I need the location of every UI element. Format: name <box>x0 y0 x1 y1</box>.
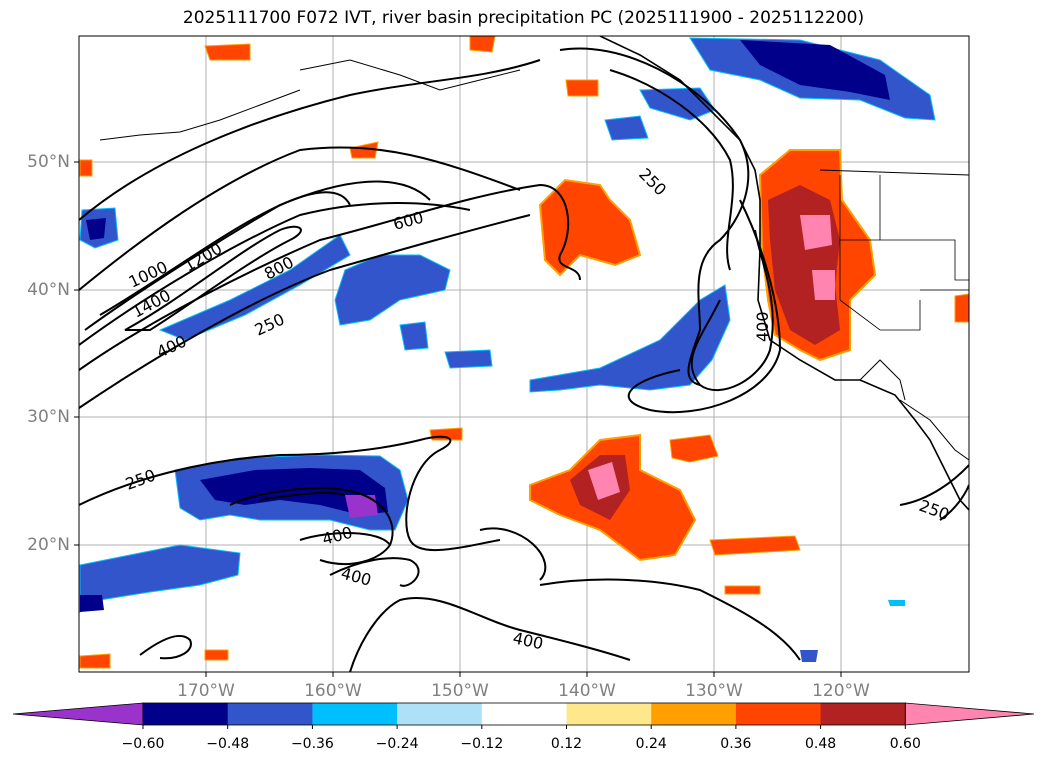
colorbar <box>12 702 1035 729</box>
map-title: 2025111700 F072 IVT, river basin precipi… <box>182 8 865 28</box>
map-border <box>78 35 970 673</box>
colorbar-extend-min <box>12 702 144 726</box>
state-borders <box>839 175 969 331</box>
lon-label: 160°W <box>304 681 362 701</box>
colorbar-tick-label: 0.24 <box>635 736 667 752</box>
colorbar-tick-label: −0.48 <box>206 736 250 752</box>
colorbar-tick-label: −0.12 <box>460 736 504 752</box>
central-pacific-negative-streak <box>158 234 351 341</box>
colorbar-segment <box>312 703 398 725</box>
colorbar-tick-label: −0.60 <box>121 736 165 752</box>
colorbar-segment <box>820 703 906 725</box>
lon-label: 120°W <box>812 681 870 701</box>
colorbar-tick-label: 0.12 <box>550 736 583 752</box>
colorbar-segment <box>566 703 652 725</box>
colorbar-extend-max <box>904 702 1035 726</box>
lon-label: 140°W <box>558 681 616 701</box>
contour-label: 400 <box>753 311 772 342</box>
lon-label: 150°W <box>431 681 489 701</box>
colorbar-segment <box>651 703 737 725</box>
lon-label: 130°W <box>685 681 743 701</box>
colorbar-segment <box>735 703 822 725</box>
colorbar-segment <box>397 703 483 725</box>
lat-label: 40°N <box>27 280 70 300</box>
colorbar-segment <box>481 703 567 725</box>
lon-label: 170°W <box>177 681 235 701</box>
lat-label: 50°N <box>27 152 70 172</box>
contour-label: 250 <box>400 585 431 604</box>
lat-label: 20°N <box>27 535 70 555</box>
axis-ticks <box>74 161 842 677</box>
coastlines <box>99 36 969 511</box>
colorbar-outline <box>142 702 906 726</box>
colorbar-tick-label: −0.36 <box>290 736 334 752</box>
colorbar-tick-label: 0.48 <box>805 736 837 752</box>
colorbar-segment <box>227 703 313 725</box>
colorbar-segment <box>143 703 229 725</box>
colorbar-tick-label: −0.24 <box>375 736 419 752</box>
lat-label: 30°N <box>27 407 70 427</box>
colorbar-tick-label: 0.36 <box>720 736 752 752</box>
ivt-contours <box>79 47 969 672</box>
offshore-negative-band <box>529 284 731 393</box>
colorbar-tick-label: 0.60 <box>889 736 921 752</box>
